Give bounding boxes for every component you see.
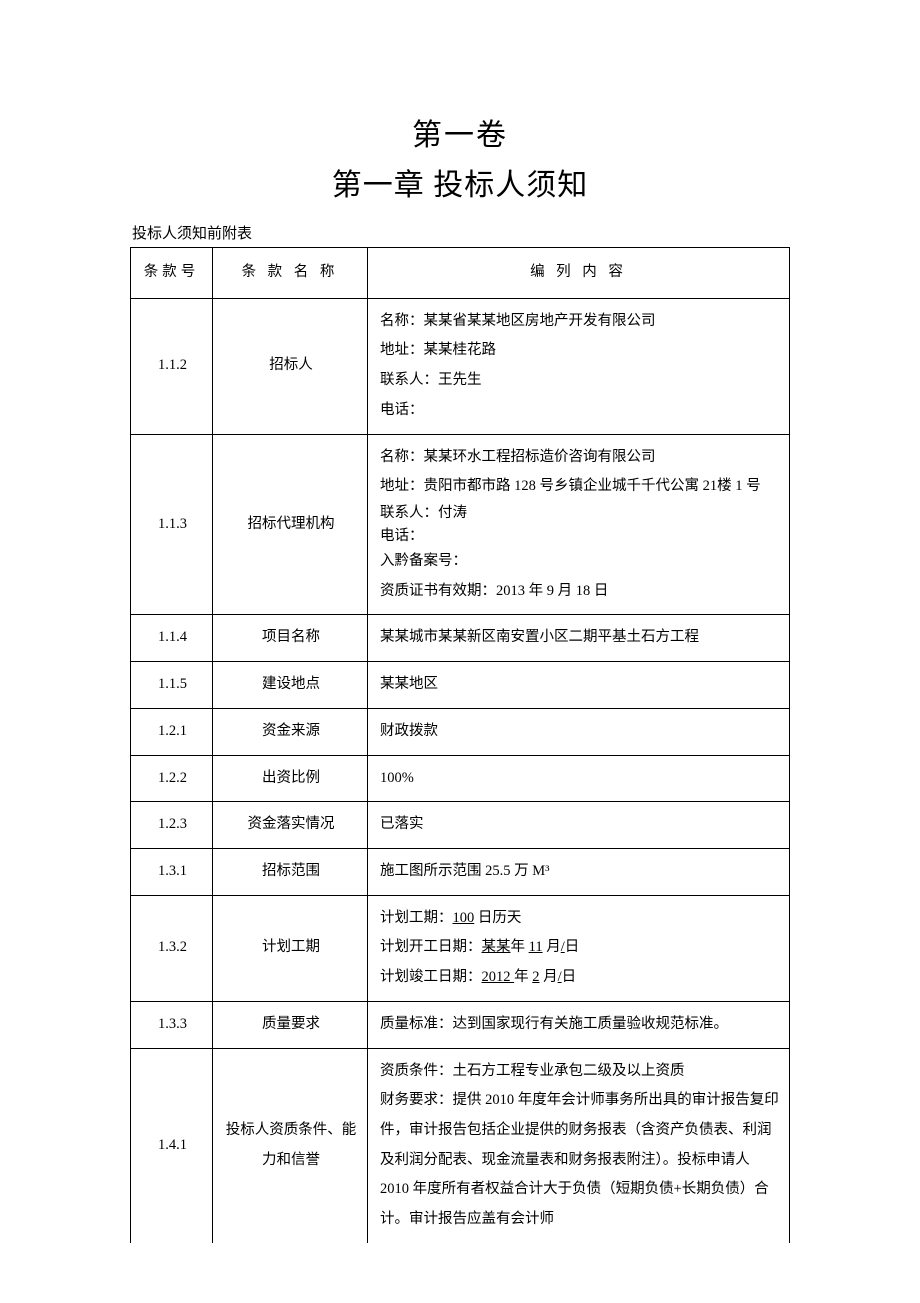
clause-table: 条款号 条 款 名 称 编 列 内 容 1.1.2 招标人 名称：某某省某某地区… [130,247,790,1243]
table-row: 1.2.3 资金落实情况 已落实 [131,802,790,849]
col-header-name: 条 款 名 称 [213,248,368,299]
clause-id: 1.1.2 [131,298,213,434]
underline-text: 100 [453,910,475,926]
table-header-row: 条款号 条 款 名 称 编 列 内 容 [131,248,790,299]
clause-content: 已落实 [368,802,790,849]
clause-id: 1.4.1 [131,1048,213,1243]
table-row: 1.2.2 出资比例 100% [131,755,790,802]
table-row: 1.4.1 投标人资质条件、能力和信誉 资质条件：土石方工程专业承包二级及以上资… [131,1048,790,1243]
text: 日 [562,969,577,985]
clause-content: 某某城市某某新区南安置小区二期平基土石方工程 [368,615,790,662]
clause-name: 项目名称 [213,615,368,662]
underline-text: 2012 [482,969,515,985]
text: 年 [511,939,529,955]
underline-text: 2 [532,969,539,985]
clause-name: 投标人资质条件、能力和信誉 [213,1048,368,1243]
clause-content: 计划工期：100 日历天 计划开工日期：某某年 11 月/日 计划竣工日期：20… [368,895,790,1001]
clause-id: 1.1.3 [131,434,213,615]
clause-id: 1.3.1 [131,849,213,896]
text: 计划开工日期： [380,939,482,955]
text: 月 [540,969,558,985]
text: 月 [543,939,561,955]
content-line: 电话： [380,525,779,547]
chapter-title: 第一章 投标人须知 [130,160,790,204]
clause-name: 质量要求 [213,1001,368,1048]
clause-name: 资金来源 [213,708,368,755]
col-header-content: 编 列 内 容 [368,248,790,299]
content-line: 资质证书有效期：2013 年 9 月 18 日 [380,577,779,607]
content-line: 电话： [380,396,779,426]
clause-content: 名称：某某环水工程招标造价咨询有限公司 地址：贵阳市都市路 128 号乡镇企业城… [368,434,790,615]
content-line: 名称：某某省某某地区房地产开发有限公司 [380,307,779,337]
clause-id: 1.2.2 [131,755,213,802]
clause-id: 1.2.3 [131,802,213,849]
document-page: 第一卷 第一章 投标人须知 投标人须知前附表 条款号 条 款 名 称 编 列 内… [0,0,920,1303]
clause-content: 质量标准：达到国家现行有关施工质量验收规范标准。 [368,1001,790,1048]
content-line: 入黔备案号： [380,547,779,577]
table-row: 1.1.5 建设地点 某某地区 [131,662,790,709]
content-line: 联系人：付涛 [380,502,779,524]
clause-id: 1.1.5 [131,662,213,709]
table-caption: 投标人须知前附表 [132,222,790,243]
clause-id: 1.3.3 [131,1001,213,1048]
table-row: 1.1.2 招标人 名称：某某省某某地区房地产开发有限公司 地址：某某桂花路 联… [131,298,790,434]
content-line: 联系人：王先生 [380,366,779,396]
table-row: 1.2.1 资金来源 财政拨款 [131,708,790,755]
clause-content: 财政拨款 [368,708,790,755]
clause-name: 出资比例 [213,755,368,802]
text: 年 [514,969,532,985]
clause-name: 建设地点 [213,662,368,709]
text: 计划竣工日期： [380,969,482,985]
clause-content: 名称：某某省某某地区房地产开发有限公司 地址：某某桂花路 联系人：王先生 电话： [368,298,790,434]
table-row: 1.3.2 计划工期 计划工期：100 日历天 计划开工日期：某某年 11 月/… [131,895,790,1001]
clause-content: 100% [368,755,790,802]
clause-content: 某某地区 [368,662,790,709]
clause-id: 1.3.2 [131,895,213,1001]
clause-content: 资质条件：土石方工程专业承包二级及以上资质 财务要求：提供 2010 年度年会计… [368,1048,790,1243]
col-header-id: 条款号 [131,248,213,299]
text: 计划工期： [380,910,453,926]
content-line: 计划竣工日期：2012 年 2 月/日 [380,963,779,993]
table-row: 1.3.1 招标范围 施工图所示范围 25.5 万 M³ [131,849,790,896]
clause-name: 招标范围 [213,849,368,896]
underline-text: 某某 [482,939,511,955]
content-line: 地址：某某桂花路 [380,336,779,366]
content-line: 名称：某某环水工程招标造价咨询有限公司 [380,443,779,473]
content-line: 地址：贵阳市都市路 128 号乡镇企业城千千代公寓 21楼 1 号 [380,472,779,502]
content-line: 计划工期：100 日历天 [380,904,779,934]
clause-name: 资金落实情况 [213,802,368,849]
table-row: 1.1.3 招标代理机构 名称：某某环水工程招标造价咨询有限公司 地址：贵阳市都… [131,434,790,615]
table-row: 1.1.4 项目名称 某某城市某某新区南安置小区二期平基土石方工程 [131,615,790,662]
table-row: 1.3.3 质量要求 质量标准：达到国家现行有关施工质量验收规范标准。 [131,1001,790,1048]
text: 日 [565,939,580,955]
underline-text: 11 [529,939,543,955]
clause-name: 招标代理机构 [213,434,368,615]
clause-id: 1.1.4 [131,615,213,662]
volume-title: 第一卷 [130,110,790,154]
clause-id: 1.2.1 [131,708,213,755]
text: 日历天 [474,910,521,926]
clause-content: 施工图所示范围 25.5 万 M³ [368,849,790,896]
content-line: 计划开工日期：某某年 11 月/日 [380,933,779,963]
clause-name: 招标人 [213,298,368,434]
clause-name: 计划工期 [213,895,368,1001]
